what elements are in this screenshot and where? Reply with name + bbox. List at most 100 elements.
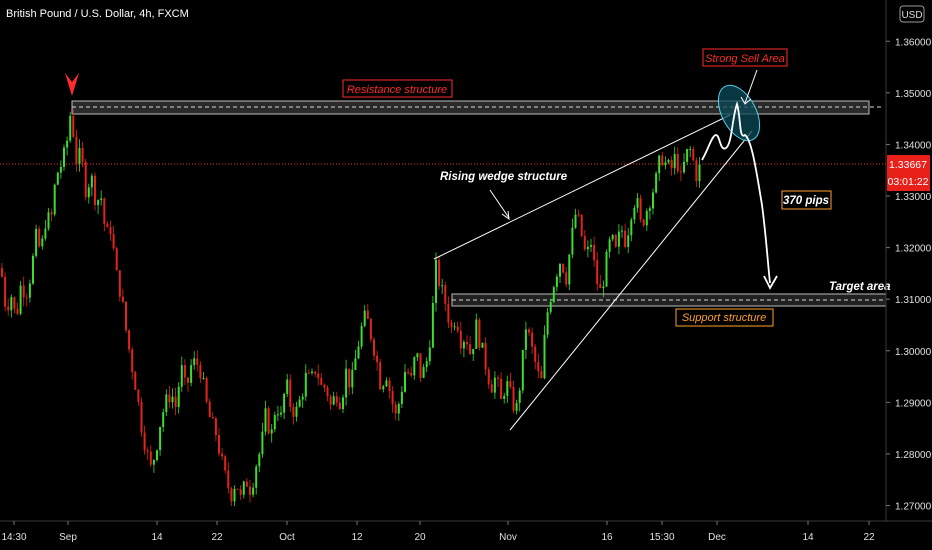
candle-bull <box>590 245 592 247</box>
candle-bear <box>230 488 233 502</box>
candle-bear <box>338 402 341 410</box>
candle-bear <box>22 285 25 298</box>
candle-bear <box>565 272 568 285</box>
candle-bull <box>435 259 437 303</box>
candle-bear <box>314 371 317 374</box>
candle-bull <box>621 230 623 232</box>
candle-bull <box>428 347 431 362</box>
sell-label-arrow <box>744 69 758 104</box>
candle-bear <box>214 418 217 436</box>
price-tick-label: 1.31000 <box>895 295 932 306</box>
candle-bear <box>500 378 503 399</box>
candle-bull <box>645 210 648 226</box>
time-tick-label: 14 <box>802 532 814 543</box>
candle-bull <box>53 184 56 215</box>
candle-bull <box>515 402 518 411</box>
candle-bear <box>348 368 351 388</box>
candle-bear <box>639 198 642 220</box>
candle-bear <box>134 372 137 390</box>
support-label[interactable]: Support structure <box>675 308 774 327</box>
candle-bear <box>137 389 140 402</box>
candle-bear <box>444 285 447 304</box>
candle-bear <box>4 276 7 307</box>
strong-sell-label-text: Strong Sell Area <box>705 53 785 65</box>
candle-bear <box>391 391 394 405</box>
strong-sell-label[interactable]: Strong Sell Area <box>702 48 788 67</box>
price-tick-label: 1.29000 <box>895 398 932 409</box>
resistance-label[interactable]: Resistance structure <box>342 79 453 98</box>
candle-bull <box>689 148 692 150</box>
candle-bull <box>503 395 506 399</box>
price-tick-label: 1.28000 <box>895 450 932 461</box>
candle-bull <box>425 361 428 368</box>
candle-bear <box>562 263 565 273</box>
candle-bear <box>267 408 270 434</box>
plot-area[interactable]: Resistance structure Strong Sell Area Ri… <box>0 48 891 507</box>
candle-bear <box>1 268 3 277</box>
candle-bull <box>648 208 651 211</box>
candle-bear <box>249 486 251 495</box>
candle-bull <box>273 415 276 430</box>
candle-bull <box>165 394 168 413</box>
candle-bull <box>345 368 348 398</box>
candle-bull <box>66 140 69 148</box>
candle-bull <box>44 228 47 239</box>
candle-bear <box>661 155 664 166</box>
currency-button[interactable]: USD <box>899 5 925 23</box>
candle-bear <box>50 212 53 215</box>
candle-bull <box>242 481 245 495</box>
candle-bull <box>552 287 555 302</box>
candle-bear <box>128 330 131 350</box>
time-tick-label: Dec <box>708 532 726 543</box>
candle-bear <box>149 451 152 465</box>
candle-bull <box>311 371 313 373</box>
time-tick-label: 15:30 <box>649 532 674 543</box>
candle-bear <box>407 372 410 374</box>
candle-bull <box>673 154 676 169</box>
candle-bull <box>258 454 261 467</box>
candle-bull <box>298 399 301 407</box>
candle-bull <box>608 239 611 252</box>
time-tick-label: 22 <box>863 532 875 543</box>
candle-bear <box>670 160 673 169</box>
candle-bull <box>472 348 475 355</box>
candle-bear <box>599 284 602 289</box>
current-price-value: 1.33667 <box>889 159 927 171</box>
candle-bull <box>87 187 90 198</box>
projected-path[interactable] <box>701 101 771 284</box>
countdown-timer: 03:01:22 <box>888 176 929 188</box>
wedge-label-arrow <box>489 189 510 219</box>
candle-bull <box>270 429 273 434</box>
time-axis[interactable]: 14:30 Sep 14 22 Oct 12 20 Nov 16 15:30 Dec 14 22 <box>0 520 932 543</box>
candle-bull <box>261 431 264 455</box>
candle-bear <box>307 372 310 374</box>
pips-label[interactable]: 370 pips <box>781 190 832 210</box>
candle-bull <box>78 147 81 164</box>
candle-bull <box>171 396 174 403</box>
candle-bull <box>35 228 38 256</box>
wedge-upper-line[interactable] <box>433 114 731 260</box>
candle-bull <box>69 115 72 141</box>
currency-button-label: USD <box>901 10 922 21</box>
candle-bull <box>655 173 658 193</box>
candle-bull <box>332 396 335 405</box>
candle-bear <box>320 378 323 385</box>
candles-group <box>1 108 701 507</box>
candle-bear <box>531 332 534 347</box>
candle-bear <box>118 270 121 297</box>
candle-bear <box>450 322 453 327</box>
candle-bear <box>487 369 490 385</box>
wedge-label[interactable]: Rising wedge structure <box>440 171 568 183</box>
candle-bull <box>543 334 546 379</box>
wedge-lower-line[interactable] <box>509 130 753 431</box>
candle-bear <box>534 346 537 362</box>
price-axis[interactable]: USD 1.360001.350001.340001.330001.320001… <box>885 0 932 521</box>
candle-bull <box>276 414 279 416</box>
candle-bear <box>376 355 379 363</box>
time-tick-label: 14 <box>151 532 163 543</box>
candle-bull <box>382 386 385 390</box>
candle-bear <box>103 198 106 224</box>
candle-bear <box>676 154 679 172</box>
target-label[interactable]: Target area <box>829 281 891 293</box>
